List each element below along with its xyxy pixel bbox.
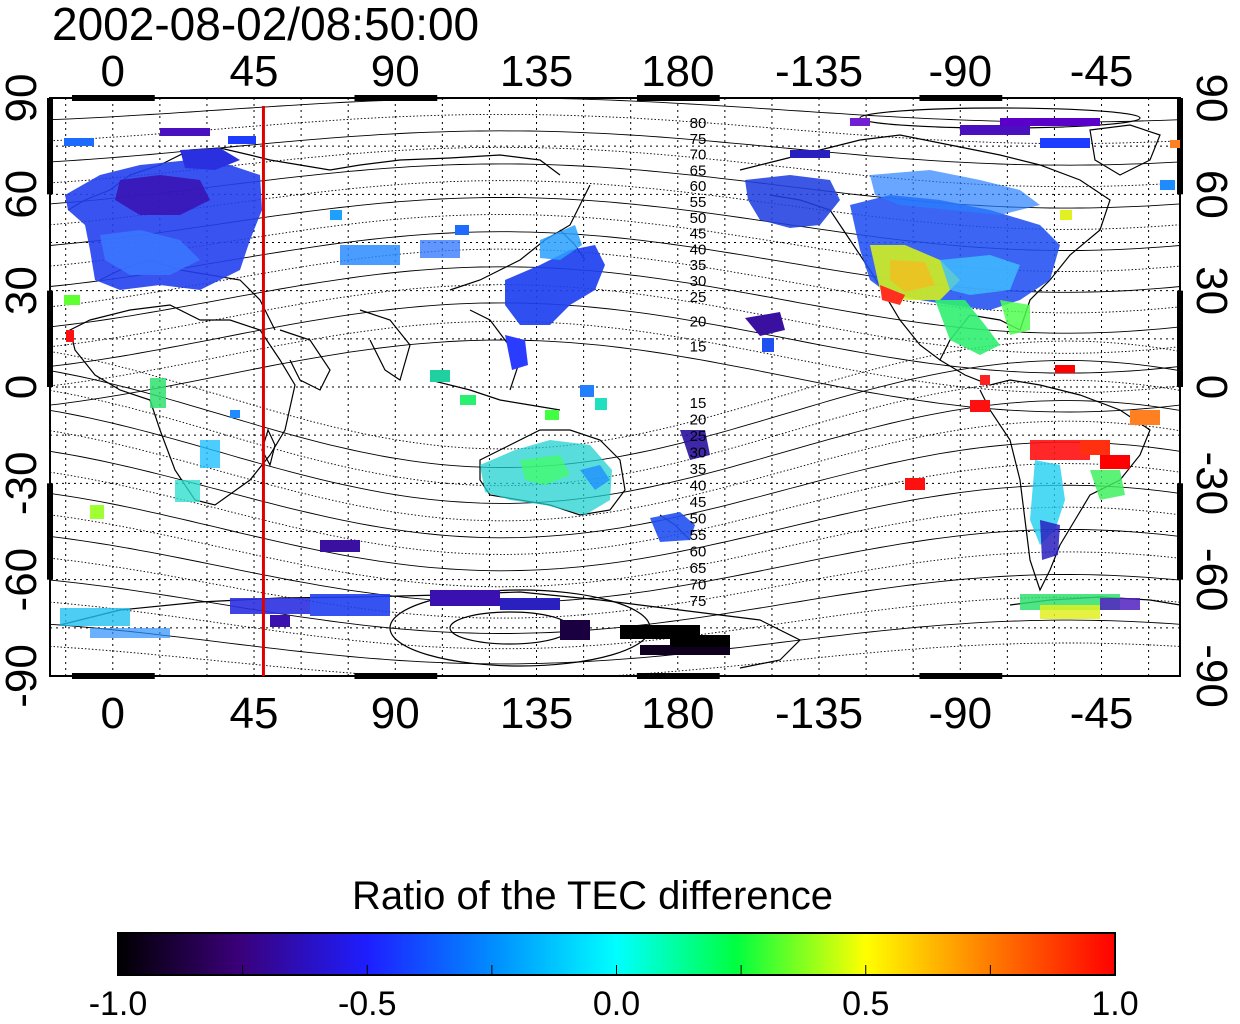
contour-label: 75 (690, 593, 707, 610)
frame-tick-bar (636, 673, 720, 679)
frame-tick-bar (354, 95, 438, 101)
contour-label: 20 (690, 412, 707, 429)
lat-lon-grid (50, 98, 1180, 676)
contour-label: 65 (690, 162, 707, 179)
lon-tick-label: 0 (101, 47, 125, 96)
contour-label: 15 (690, 395, 707, 412)
frame-tick-bar (636, 95, 720, 101)
lon-tick-label: -135 (775, 47, 863, 96)
contour-line (50, 360, 1180, 468)
contour-label: 30 (690, 273, 707, 290)
contour-line (50, 619, 1180, 665)
lat-tick-label: 60 (1187, 170, 1236, 219)
contour-line (50, 130, 1180, 166)
colorbar-minor-ticks (242, 965, 991, 975)
lon-tick-label: -45 (1070, 689, 1134, 738)
contour-line (50, 340, 1180, 450)
contour-line (50, 484, 1180, 572)
contour-label: 75 (690, 131, 707, 148)
contour-label: 45 (690, 226, 707, 243)
lat-tick-label: -30 (1187, 452, 1236, 516)
colorbar-tick-label: 1.0 (1091, 985, 1139, 1023)
lat-tick-label: 0 (0, 375, 46, 399)
contour-label: 80 (690, 115, 707, 132)
lat-tick-label: 90 (0, 74, 46, 123)
lon-tick-label: 180 (641, 47, 714, 96)
bottom-lon-ticks: 0 45 90 135 180 -135 -90 -45 (101, 689, 1134, 738)
contour-label: 55 (690, 194, 707, 211)
contour-line (50, 441, 1180, 539)
lon-tick-label: -135 (775, 689, 863, 738)
contour-label: 20 (690, 314, 707, 331)
contour-line (50, 320, 1180, 394)
lon-tick-label: 180 (641, 689, 714, 738)
lon-tick-label: 90 (371, 47, 420, 96)
timestamp-title: 2002-08-02/08:50:00 (52, 0, 480, 50)
contour-line (50, 420, 1180, 522)
lon-tick-label: 135 (500, 47, 573, 96)
lat-tick-label: 30 (1187, 266, 1236, 315)
lon-tick-label: -90 (928, 47, 992, 96)
lon-tick-label: 0 (101, 689, 125, 738)
contour-label: 40 (690, 241, 707, 258)
contour-line (50, 146, 1180, 188)
contour-line (50, 400, 1180, 504)
contour-label: 60 (690, 544, 707, 561)
left-lat-ticks: 90 60 30 0 -30 -60 -90 (0, 74, 46, 708)
contour-line (50, 642, 1180, 676)
contour-label: 70 (690, 577, 707, 594)
contour-label: 55 (690, 527, 707, 544)
contour-label: 50 (690, 511, 707, 528)
contour-line (50, 506, 1180, 588)
frame-tick-bar (919, 95, 1003, 101)
right-lat-ticks: 90 60 30 0 -30 -60 -90 (1187, 74, 1236, 708)
lon-tick-label: 45 (230, 47, 279, 96)
contour-label: 45 (690, 494, 707, 511)
contour-label: 25 (690, 428, 707, 445)
contour-line (50, 302, 1180, 374)
contour-labels: 8075706560555045403530252015152025303540… (690, 115, 707, 610)
contour-label: 40 (690, 478, 707, 495)
colorbar-tick-label: 0.0 (592, 985, 641, 1023)
lat-tick-label: 90 (1187, 74, 1236, 123)
contour-line (50, 98, 1180, 123)
contour-label: 25 (690, 289, 707, 306)
contour-label: 60 (690, 178, 707, 195)
lat-tick-label: 60 (0, 170, 46, 219)
lon-tick-label: 135 (500, 689, 573, 738)
tec-data-patches (60, 118, 1180, 655)
contour-line (50, 339, 1180, 413)
colorbar-tick-label: -1.0 (88, 985, 148, 1023)
lat-tick-label: -60 (0, 548, 46, 612)
contour-label: 65 (690, 560, 707, 577)
contour-line (50, 266, 1180, 334)
lat-tick-label: 30 (0, 266, 46, 315)
lat-tick-label: -90 (1187, 644, 1236, 708)
contour-line (50, 596, 1180, 650)
top-lon-ticks: 0 45 90 135 180 -135 -90 -45 (101, 47, 1134, 96)
contour-line (50, 528, 1180, 604)
frame-tick-bar (919, 673, 1003, 679)
lon-tick-label: 90 (371, 689, 420, 738)
lat-tick-label: -30 (0, 452, 46, 516)
contour-label: 50 (690, 210, 707, 227)
frame-tick-bar (71, 673, 155, 679)
colorbar-tick-label: -0.5 (337, 985, 397, 1023)
lon-tick-label: -45 (1070, 47, 1134, 96)
contour-label: 15 (690, 338, 707, 355)
colorbar-tick-label: 0.5 (842, 985, 890, 1023)
colorbar-title: Ratio of the TEC difference (352, 874, 834, 918)
lon-tick-label: -90 (928, 689, 992, 738)
contour-line (50, 463, 1180, 555)
contour-label: 30 (690, 445, 707, 462)
contour-label: 35 (690, 257, 707, 274)
lat-tick-label: -90 (0, 644, 46, 708)
contour-label: 35 (690, 461, 707, 478)
lat-tick-label: -60 (1187, 548, 1236, 612)
frame-tick-bar (71, 95, 155, 101)
lat-tick-label: 0 (1187, 375, 1236, 399)
contour-label: 70 (690, 147, 707, 164)
lon-tick-label: 45 (230, 689, 279, 738)
